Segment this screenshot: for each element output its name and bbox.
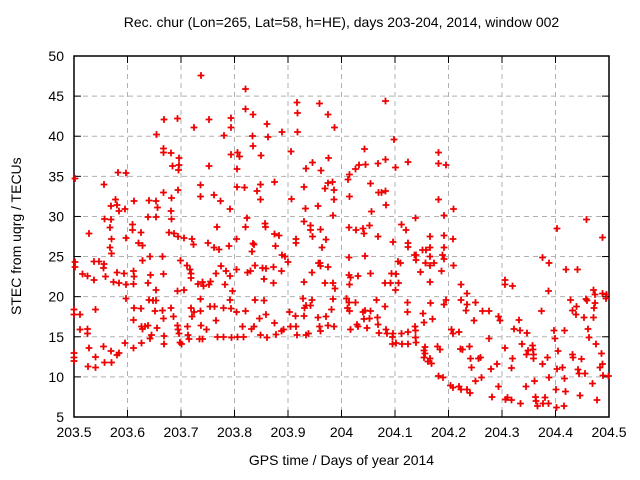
plot-title: Rec. chur (Lon=265, Lat=58, h=HE), days …	[123, 14, 560, 30]
svg-text:20: 20	[48, 289, 64, 305]
svg-text:203.6: 203.6	[110, 424, 145, 440]
svg-text:45: 45	[48, 88, 64, 104]
svg-text:203.7: 203.7	[163, 424, 198, 440]
svg-text:204.3: 204.3	[484, 424, 519, 440]
svg-text:50: 50	[48, 48, 64, 64]
tick-labels: 203.5 203.6 203.7 203.8 203.9 204 204.1 204.2 20…	[48, 48, 626, 440]
svg-text:204.2: 204.2	[431, 424, 466, 440]
gridlines	[74, 56, 609, 417]
svg-text:25: 25	[48, 249, 64, 265]
svg-text:30: 30	[48, 208, 64, 224]
svg-text:15: 15	[48, 329, 64, 345]
svg-text:204.4: 204.4	[538, 424, 573, 440]
svg-text:204.1: 204.1	[377, 424, 412, 440]
svg-text:204.5: 204.5	[591, 424, 626, 440]
svg-text:203.9: 203.9	[270, 424, 305, 440]
svg-text:203.5: 203.5	[56, 424, 91, 440]
svg-text:10: 10	[48, 369, 64, 385]
plot-frame	[73, 55, 610, 418]
svg-text:203.8: 203.8	[217, 424, 252, 440]
svg-text:204: 204	[330, 424, 354, 440]
svg-text:35: 35	[48, 168, 64, 184]
x-axis-label: GPS time / Days of year 2014	[248, 452, 435, 468]
scatter-points	[70, 72, 612, 411]
svg-text:5: 5	[56, 409, 64, 425]
svg-text:40: 40	[48, 128, 64, 144]
